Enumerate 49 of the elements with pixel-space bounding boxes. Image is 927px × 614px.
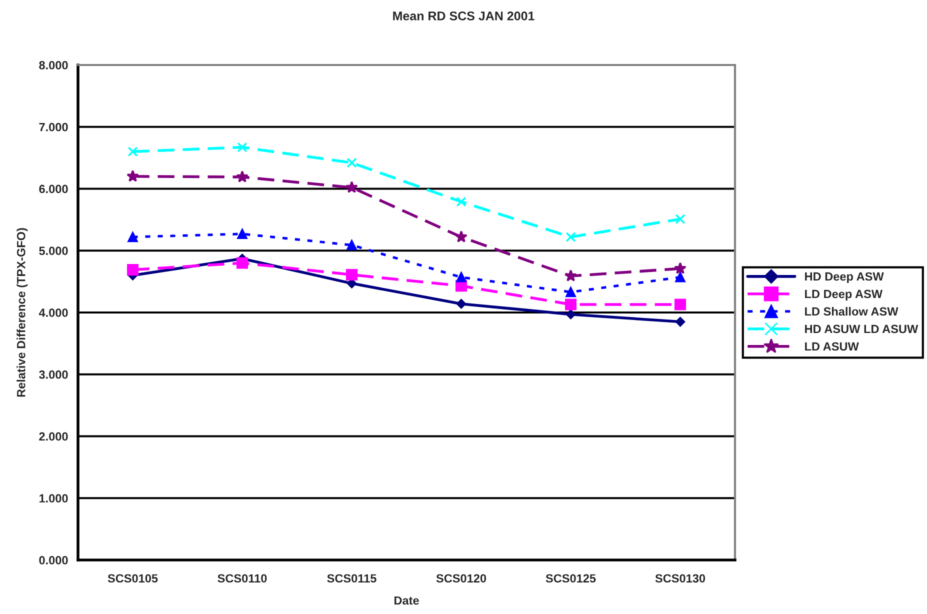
- point: [126, 170, 139, 182]
- y-tick-label: 2.000: [39, 432, 68, 441]
- point: [346, 268, 358, 281]
- point: [346, 181, 358, 193]
- point: [566, 287, 576, 298]
- x-tick-label: SCS0115: [327, 574, 376, 583]
- point: [566, 232, 576, 242]
- x-tick-label: SCS0120: [436, 574, 486, 583]
- point: [128, 232, 138, 242]
- legend-label: HD ASUW LD ASUW: [805, 324, 918, 334]
- x-axis-title: Date: [394, 596, 419, 605]
- y-tick-label: 4.000: [38, 308, 68, 317]
- point: [237, 142, 248, 152]
- point: [675, 214, 686, 224]
- y-tick-label: 5.000: [39, 246, 68, 256]
- point: [346, 158, 357, 168]
- x-tick-label: SCS0110: [218, 574, 267, 583]
- y-axis-title: Relative Difference (TPX-GFO): [16, 228, 28, 397]
- point: [564, 298, 577, 310]
- legend-label: HD Deep ASW: [805, 272, 884, 284]
- chart-title: Mean RD SCS JAN 2001: [393, 12, 534, 20]
- point: [456, 299, 466, 309]
- point: [674, 298, 686, 310]
- y-tick-label: 6.000: [39, 184, 68, 194]
- y-tick-label: 7.000: [39, 122, 68, 132]
- point: [564, 270, 577, 282]
- legend-label: LD ASUW: [805, 342, 859, 351]
- x-tick-label: SCS0130: [655, 574, 706, 583]
- point: [126, 264, 139, 276]
- y-tick-label: 0.000: [39, 556, 68, 564]
- legend-label: LD Deep ASW: [805, 290, 883, 301]
- point: [455, 230, 468, 242]
- point: [675, 316, 686, 327]
- point: [674, 262, 686, 274]
- y-tick-label: 3.000: [39, 370, 68, 379]
- point: [346, 240, 357, 250]
- x-tick-label: SCS0105: [108, 574, 158, 583]
- point: [236, 170, 248, 182]
- point: [566, 310, 576, 320]
- point: [237, 228, 248, 239]
- y-tick-label: 1.000: [39, 494, 68, 503]
- point: [456, 272, 466, 282]
- point: [456, 196, 466, 207]
- legend-label: LD Shallow ASW: [805, 306, 898, 316]
- point: [675, 272, 686, 282]
- x-tick-label: SCS0125: [546, 574, 596, 583]
- y-tick-label: 8.000: [39, 61, 68, 70]
- point: [236, 257, 248, 269]
- point: [128, 146, 138, 157]
